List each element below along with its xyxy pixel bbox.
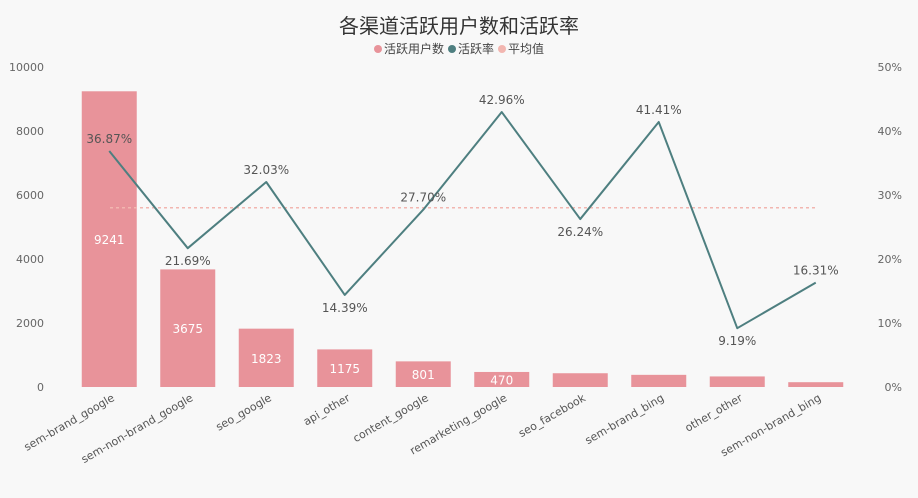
- legend-label: 活跃用户数: [383, 42, 444, 56]
- left-axis-tick-label: 4000: [16, 253, 44, 266]
- bar-value-label: 3675: [172, 322, 203, 336]
- right-axis-tick-label: 0%: [885, 381, 902, 394]
- bar: [395, 361, 451, 387]
- right-axis-tick-label: 20%: [878, 253, 902, 266]
- chart-title: 各渠道活跃用户数和活跃率: [339, 14, 579, 38]
- left-axis-tick-label: 8000: [16, 125, 44, 138]
- bar: [788, 382, 844, 387]
- bar: [631, 374, 687, 387]
- line-value-label: 36.87%: [86, 132, 132, 146]
- bar: [238, 328, 294, 387]
- bar: [81, 91, 137, 388]
- x-axis-tick-label: sem-brand_bing: [583, 391, 666, 447]
- bar-value-label: 470: [490, 373, 513, 387]
- bar: [317, 349, 373, 387]
- legend-marker: [447, 44, 456, 53]
- bar-value-label: 9241: [94, 233, 125, 247]
- x-axis-tick-label: seo_google: [214, 391, 274, 433]
- bar: [709, 376, 765, 387]
- right-axis-tick-label: 10%: [878, 317, 902, 330]
- left-axis-tick-label: 0: [37, 381, 44, 394]
- legend-label: 平均值: [508, 42, 545, 56]
- line-value-label: 9.19%: [718, 334, 756, 348]
- bar: [160, 269, 216, 387]
- left-axis-tick-label: 10000: [9, 61, 44, 74]
- right-axis-tick-label: 40%: [878, 125, 902, 138]
- line-value-label: 16.31%: [793, 264, 839, 278]
- line-value-label: 41.41%: [636, 103, 682, 117]
- active-rate-line: [108, 111, 817, 330]
- legend-marker: [498, 44, 506, 53]
- x-axis-tick-label: api_other: [301, 391, 353, 428]
- right-axis-tick-label: 50%: [878, 61, 902, 74]
- bar: [552, 373, 608, 387]
- line-value-label: 26.24%: [557, 225, 603, 239]
- x-axis-tick-label: other_other: [683, 391, 745, 435]
- legend-item: 活跃用户数: [373, 40, 444, 57]
- line-value-label: 21.69%: [165, 254, 211, 268]
- x-axis-tick-label: content_google: [351, 391, 431, 445]
- line-value-label: 32.03%: [243, 163, 289, 177]
- legend-item: 活跃率: [447, 40, 494, 57]
- bar-value-label: 801: [412, 368, 435, 382]
- legend-item: 平均值: [498, 40, 544, 57]
- left-axis-tick-label: 6000: [16, 189, 44, 202]
- right-axis-tick-label: 30%: [878, 189, 902, 202]
- line-value-label: 14.39%: [322, 301, 368, 315]
- left-axis-tick-label: 2000: [16, 317, 44, 330]
- bar-value-label: 1175: [329, 362, 360, 376]
- legend-label: 活跃率: [457, 42, 494, 56]
- x-axis-tick-label: seo_facebook: [516, 391, 588, 440]
- bar-value-label: 1823: [251, 352, 282, 366]
- legend-marker: [373, 44, 382, 53]
- line-value-label: 42.96%: [479, 93, 525, 107]
- bar: [474, 371, 530, 387]
- line-value-label: 27.70%: [400, 191, 446, 205]
- chart-legend: 活跃用户数 活跃率 平均值: [0, 40, 918, 57]
